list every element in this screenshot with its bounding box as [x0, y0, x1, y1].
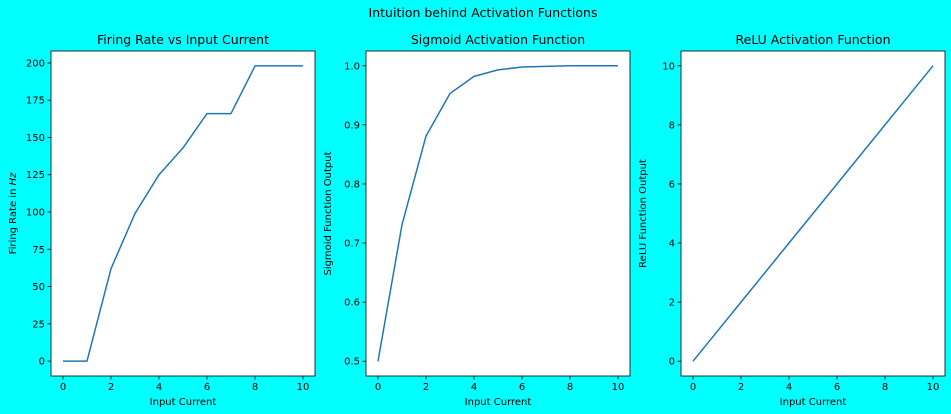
x-tick-label: 10 [297, 382, 310, 393]
y-axis-label: Sigmoid Function Output [323, 151, 334, 275]
x-tick-label: 8 [882, 382, 888, 393]
y-tick-label: 150 [26, 133, 45, 144]
x-tick-label: 10 [612, 382, 625, 393]
y-tick-label: 100 [26, 208, 45, 219]
plot-area [50, 50, 316, 377]
x-tick-label: 4 [156, 382, 162, 393]
y-tick-label: 8 [669, 120, 675, 131]
y-tick-label: 0.5 [344, 357, 360, 368]
chart-panel-3: ReLU Activation Function 0 2 4 6 8 10 0 2 4 6 8 10 In… [638, 32, 946, 408]
y-tick-label: 1.0 [344, 61, 360, 72]
x-tick-label: 6 [519, 382, 525, 393]
x-tick-label: 0 [690, 382, 696, 393]
y-tick-label: 6 [669, 179, 675, 190]
y-tick-label: 0.6 [344, 298, 360, 309]
y-tick-label: 0 [39, 357, 45, 368]
x-tick-label: 2 [108, 382, 114, 393]
y-tick-label: 10 [662, 61, 675, 72]
x-tick-label: 0 [60, 382, 66, 393]
x-axis-label: Input Current [780, 397, 847, 408]
x-tick-label: 2 [423, 382, 429, 393]
y-tick-label: 75 [32, 245, 45, 256]
y-tick-label: 0.9 [344, 120, 360, 131]
figure-suptitle: Intuition behind Activation Functions [369, 5, 598, 20]
plot-area [365, 50, 631, 377]
x-tick-label: 2 [738, 382, 744, 393]
y-tick-label: 200 [26, 58, 45, 69]
y-tick-label: 125 [26, 170, 45, 181]
chart-panel-2: Sigmoid Activation Function 0 2 4 6 8 10 0.5 0.6… [323, 32, 631, 408]
series-line [377, 65, 618, 362]
y-tick-label: 4 [669, 239, 675, 250]
y-tick-label: 25 [32, 319, 45, 330]
y-axis-label-prefix: Firing Rate in [8, 185, 19, 254]
y-tick-label: 0.7 [344, 239, 360, 250]
chart-title: ReLU Activation Function [736, 32, 891, 47]
x-tick-label: 6 [834, 382, 840, 393]
y-tick-label: 0.8 [344, 179, 360, 190]
x-tick-label: 0 [375, 382, 381, 393]
y-tick-label: 50 [32, 282, 45, 293]
x-axis-label: Input Current [150, 397, 217, 408]
y-axis-label: ReLU Function Output [638, 159, 649, 268]
series-line [63, 65, 303, 362]
series-line [692, 65, 934, 362]
x-tick-label: 4 [471, 382, 477, 393]
chart-title: Firing Rate vs Input Current [97, 32, 269, 47]
y-axis-label-unit: Hz [8, 172, 19, 186]
x-tick-label: 8 [567, 382, 573, 393]
x-tick-label: 6 [204, 382, 210, 393]
chart-title: Sigmoid Activation Function [411, 32, 585, 47]
y-tick-label: 0 [669, 357, 675, 368]
x-tick-label: 8 [252, 382, 258, 393]
y-tick-label: 2 [669, 298, 675, 309]
y-tick-label: 175 [26, 96, 45, 107]
x-tick-label: 10 [927, 382, 940, 393]
y-axis-label: Firing Rate in Hz [8, 172, 19, 254]
x-tick-label: 4 [786, 382, 792, 393]
x-axis-label: Input Current [465, 397, 532, 408]
